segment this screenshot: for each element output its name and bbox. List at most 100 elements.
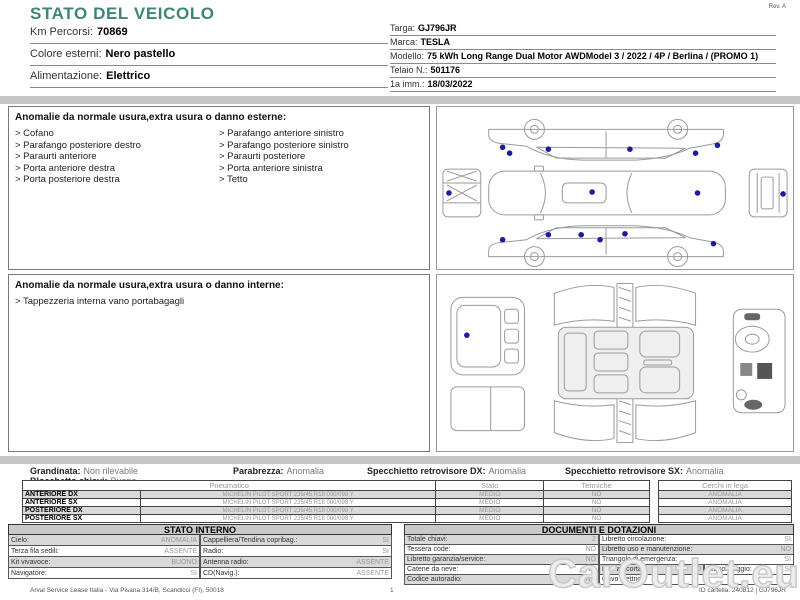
divider-band [0, 96, 800, 104]
table-row: Cielo: ANOMALIA Cappelliera/Tendina copri… [8, 535, 392, 546]
damage-marker-icon [446, 190, 452, 196]
info-row-telaio: Telaio N.: 501176 [390, 64, 776, 78]
damage-item: > Parafango posteriore destro [15, 139, 141, 151]
vehicle-info-left: Km Percorsi: 70869 Colore esterni: Nero pa… [30, 22, 388, 88]
tire-row: ANTERIORE DX MICHELIN PILOT SPORT 235/45… [22, 490, 650, 499]
external-damage-box: Anomalie da normale usura,extra usura o … [8, 106, 430, 270]
internal-damage-title: Anomalie da normale usura,extra usura o … [15, 280, 284, 291]
damage-item: > Cofano [15, 128, 54, 139]
tire-row: POSTERIORE SX MICHELIN PILOT SPORT 235/4… [22, 514, 650, 523]
table-row: Catene da neve: NO Ruota scorta: NO Kit go… [404, 565, 794, 575]
doc-cell: Catene da neve: NO [404, 565, 600, 575]
external-damage-title: Anomalie da normale usura,extra usura o … [15, 112, 287, 123]
footer-page-number: 1 [390, 587, 394, 594]
tire-row: ANTERIORE SX MICHELIN PILOT SPORT 235/45… [22, 498, 650, 507]
internal-damage-col: > Tappezzeria interna vano portabagagli [15, 296, 239, 308]
cerchi-header-row: Cerchi in lega [658, 480, 792, 491]
tires-header-row: Pneumatico Stato Termiche [21, 480, 650, 491]
field-value: 501176 [430, 65, 461, 75]
damage-item: > Parafango anteriore sinistro [219, 128, 344, 139]
external-damage-col2: > Parafango anteriore sinistro > Parafan… [219, 128, 423, 186]
damage-marker-icon [692, 150, 699, 156]
damage-marker-icon [597, 236, 603, 243]
status-cell: Radio: SI [200, 546, 392, 557]
field-label: Modello: [390, 51, 425, 61]
cerchi-row: ANOMALIA [658, 490, 792, 499]
field-value: 75 kWh Long Range Dual Motor AWDModel 3 … [427, 51, 759, 61]
table-row: Kit vivavoce: BUONO Antenna radio: ASSENTE [8, 557, 392, 568]
damage-marker-icon [545, 146, 552, 153]
grandinata-status: Grandinata: Non rilevabile [30, 466, 139, 476]
doc-cell: Libretto garanzia/service: NO [404, 555, 599, 565]
info-row-targa: Targa: GJ796JR [390, 22, 776, 36]
parabrezza-status: Parabrezza: Anomalia [233, 466, 325, 476]
revision-label: Rev. A [768, 4, 786, 10]
exterior-diagram-box [436, 106, 794, 270]
field-value: Elettrico [106, 70, 151, 82]
doc-cell: Triangolo di emergenza: SI [599, 555, 794, 565]
documenti-title: DOCUMENTI E DOTAZIONI [404, 524, 794, 535]
tires-table: Pneumatico Stato Termiche ANTERIORE DX M… [21, 480, 650, 523]
divider-band [0, 456, 800, 464]
stato-interno-table: STATO INTERNO Cielo: ANOMALIA Cappelliera… [8, 524, 392, 579]
doc-cell: Codice autoradio: NO [404, 575, 599, 585]
stato-interno-title: STATO INTERNO [8, 524, 392, 535]
interior-diagram-box [436, 274, 794, 452]
info-row-modello: Modello: 75 kWh Long Range Dual Motor AWD… [390, 50, 776, 64]
damage-marker-icon [578, 231, 584, 238]
col-header-cerchi: Cerchi in lega [658, 480, 792, 491]
info-row-colore: Colore esterni: Nero pastello [30, 44, 388, 66]
damage-marker-icon [499, 144, 506, 151]
footer-doc-id: ID cartella: 240812 | GJ796JR [699, 587, 786, 594]
cerchi-row: ANOMALIA [658, 514, 792, 523]
damage-item: > Tetto [219, 174, 248, 185]
field-label: Km Percorsi: [30, 26, 93, 38]
field-value: GJ796JR [418, 23, 457, 33]
page-title: STATO DEL VEICOLO [30, 4, 215, 23]
field-label: Targa: [390, 23, 416, 33]
vehicle-info-right: Targa: GJ796JR Marca: TESLA Modello: 75 kWh… [390, 22, 776, 92]
external-damage-col1: > Cofano > Parafango posteriore destro >… [15, 128, 219, 186]
status-cell: CD(Navig.): ASSENTE [200, 568, 392, 579]
damage-item: > Porta anteriore sinistra [219, 162, 323, 174]
internal-damage-box: Anomalie da normale usura,extra usura o … [8, 274, 430, 452]
col-header-stato: Stato [435, 480, 545, 491]
cerchi-row: ANOMALIA [658, 506, 792, 515]
status-cell: Navigatore: SI [8, 568, 200, 579]
specchietto-dx-status: Specchietto retrovisore DX: Anomalia [367, 466, 527, 476]
damage-marker-icon [627, 146, 633, 153]
info-row-immatricolazione: 1a imm.: 18/03/2022 [390, 78, 776, 92]
footer-company: Arval Service Lease Italia - Via Pisana … [30, 587, 224, 594]
damage-marker-icon [589, 189, 595, 195]
status-cell: Cappelliera/Tendina copribag.: SI [200, 535, 392, 546]
damage-marker-icon [499, 236, 506, 243]
damage-marker-icon [780, 191, 786, 197]
table-row: Terza fila sedili: ASSENTE Radio: SI [8, 546, 392, 557]
info-row-alimentazione: Alimentazione: Elettrico [30, 66, 388, 88]
doc-cell: Tessera code: NO [404, 545, 599, 555]
field-value: TESLA [420, 37, 451, 47]
damage-marker-icon [506, 150, 513, 156]
damage-item: > Paraurti anteriore [15, 151, 97, 162]
table-row: Libretto garanzia/service: NO Triangolo d… [404, 555, 794, 565]
damage-marker-icon [622, 230, 628, 237]
info-row-marca: Marca: TESLA [390, 36, 776, 50]
doc-cell: Libretto uso e manutenzione: NO [599, 545, 794, 555]
table-row: Totale chiavi: 2 Libretto circolazione: SI [404, 535, 794, 545]
table-row: Tessera code: NO Libretto uso e manutenzi… [404, 545, 794, 555]
car-interior-diagram [450, 282, 786, 444]
cerchi-table: Cerchi in lega ANOMALIA ANOMALIA ANOMALI… [658, 480, 792, 523]
status-cell: Terza fila sedili: ASSENTE [8, 546, 200, 557]
doc-cell: Kit gonfiaggio: SI [704, 565, 794, 575]
field-label: 1a imm.: [390, 79, 425, 89]
field-value: 70869 [96, 26, 128, 38]
car-exterior-diagram [442, 118, 788, 268]
field-label: Marca: [390, 37, 418, 47]
specchietto-sx-status: Specchietto retrovisore SX: Anomalia [565, 466, 724, 476]
status-cell: Cielo: ANOMALIA [8, 535, 200, 546]
field-value: Nero pastello [105, 48, 176, 60]
cerchi-row: ANOMALIA [658, 498, 792, 507]
field-label: Alimentazione: [30, 70, 103, 82]
doc-cell: Ruota scorta: NO [599, 565, 705, 575]
